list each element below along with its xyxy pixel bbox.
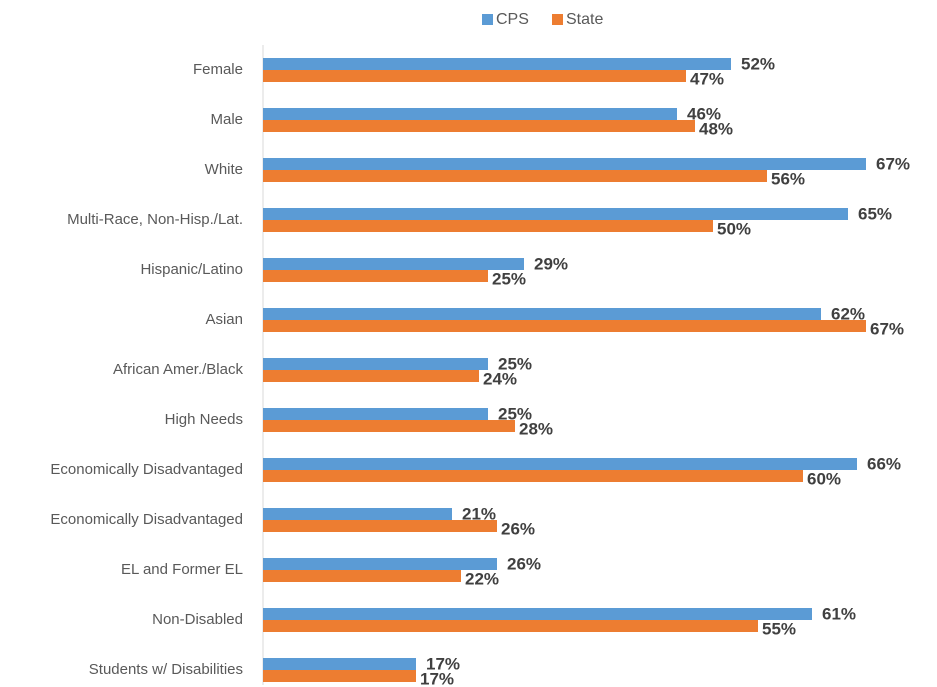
- data-label: 47%: [690, 69, 724, 88]
- bar: [263, 120, 695, 132]
- bar: [263, 220, 713, 232]
- data-label: 61%: [822, 604, 856, 623]
- data-label: 21%: [462, 504, 496, 523]
- bar: [263, 508, 452, 520]
- legend-label: State: [566, 11, 603, 28]
- bar: [263, 320, 866, 332]
- category-label: High Needs: [165, 411, 243, 428]
- bar: [263, 470, 803, 482]
- data-label: 22%: [465, 569, 499, 588]
- legend-swatch: [552, 14, 563, 25]
- data-label: 62%: [831, 304, 865, 323]
- data-label: 48%: [699, 119, 733, 138]
- category-label: EL and Former EL: [121, 561, 243, 578]
- category-label: Students w/ Disabilities: [89, 661, 243, 678]
- bar: [263, 108, 677, 120]
- category-label: Hispanic/Latino: [140, 261, 243, 278]
- bar: [263, 158, 866, 170]
- data-label: 28%: [519, 419, 553, 438]
- category-label: Economically Disadvantaged: [50, 461, 243, 478]
- data-label: 17%: [426, 654, 460, 673]
- bar: [263, 208, 848, 220]
- category-label: African Amer./Black: [113, 361, 244, 378]
- category-label: Multi-Race, Non-Hisp./Lat.: [67, 211, 243, 228]
- category-label: Non-Disabled: [152, 611, 243, 628]
- bar: [263, 308, 821, 320]
- bar: [263, 558, 497, 570]
- data-label: 26%: [501, 519, 535, 538]
- bar: [263, 620, 758, 632]
- bar: [263, 58, 731, 70]
- bar: [263, 70, 686, 82]
- data-label: 65%: [858, 204, 892, 223]
- data-label: 24%: [483, 369, 517, 388]
- data-label: 46%: [687, 104, 721, 123]
- legend-swatch: [482, 14, 493, 25]
- category-label: Asian: [205, 311, 243, 328]
- bar: [263, 520, 497, 532]
- data-label: 50%: [717, 219, 751, 238]
- bar: [263, 658, 416, 670]
- category-label: White: [205, 161, 243, 178]
- data-label: 25%: [498, 354, 532, 373]
- category-label: Female: [193, 61, 243, 78]
- data-label: 25%: [492, 269, 526, 288]
- bar: [263, 270, 488, 282]
- data-label: 66%: [867, 454, 901, 473]
- bar: [263, 358, 488, 370]
- data-label: 29%: [534, 254, 568, 273]
- bar: [263, 258, 524, 270]
- data-label: 17%: [420, 669, 454, 687]
- data-label: 67%: [870, 319, 904, 338]
- bar: [263, 408, 488, 420]
- data-label: 55%: [762, 619, 796, 638]
- bar: [263, 420, 515, 432]
- category-label: Economically Disadvantaged: [50, 511, 243, 528]
- bar: [263, 570, 461, 582]
- bar: [263, 608, 812, 620]
- data-label: 56%: [771, 169, 805, 188]
- data-label: 25%: [498, 404, 532, 423]
- data-label: 52%: [741, 54, 775, 73]
- bar: [263, 458, 857, 470]
- bar: [263, 670, 416, 682]
- data-label: 60%: [807, 469, 841, 488]
- data-label: 26%: [507, 554, 541, 573]
- category-label: Male: [210, 111, 243, 128]
- bar: [263, 370, 479, 382]
- legend-label: CPS: [496, 11, 529, 28]
- data-label: 67%: [876, 154, 910, 173]
- bar: [263, 170, 767, 182]
